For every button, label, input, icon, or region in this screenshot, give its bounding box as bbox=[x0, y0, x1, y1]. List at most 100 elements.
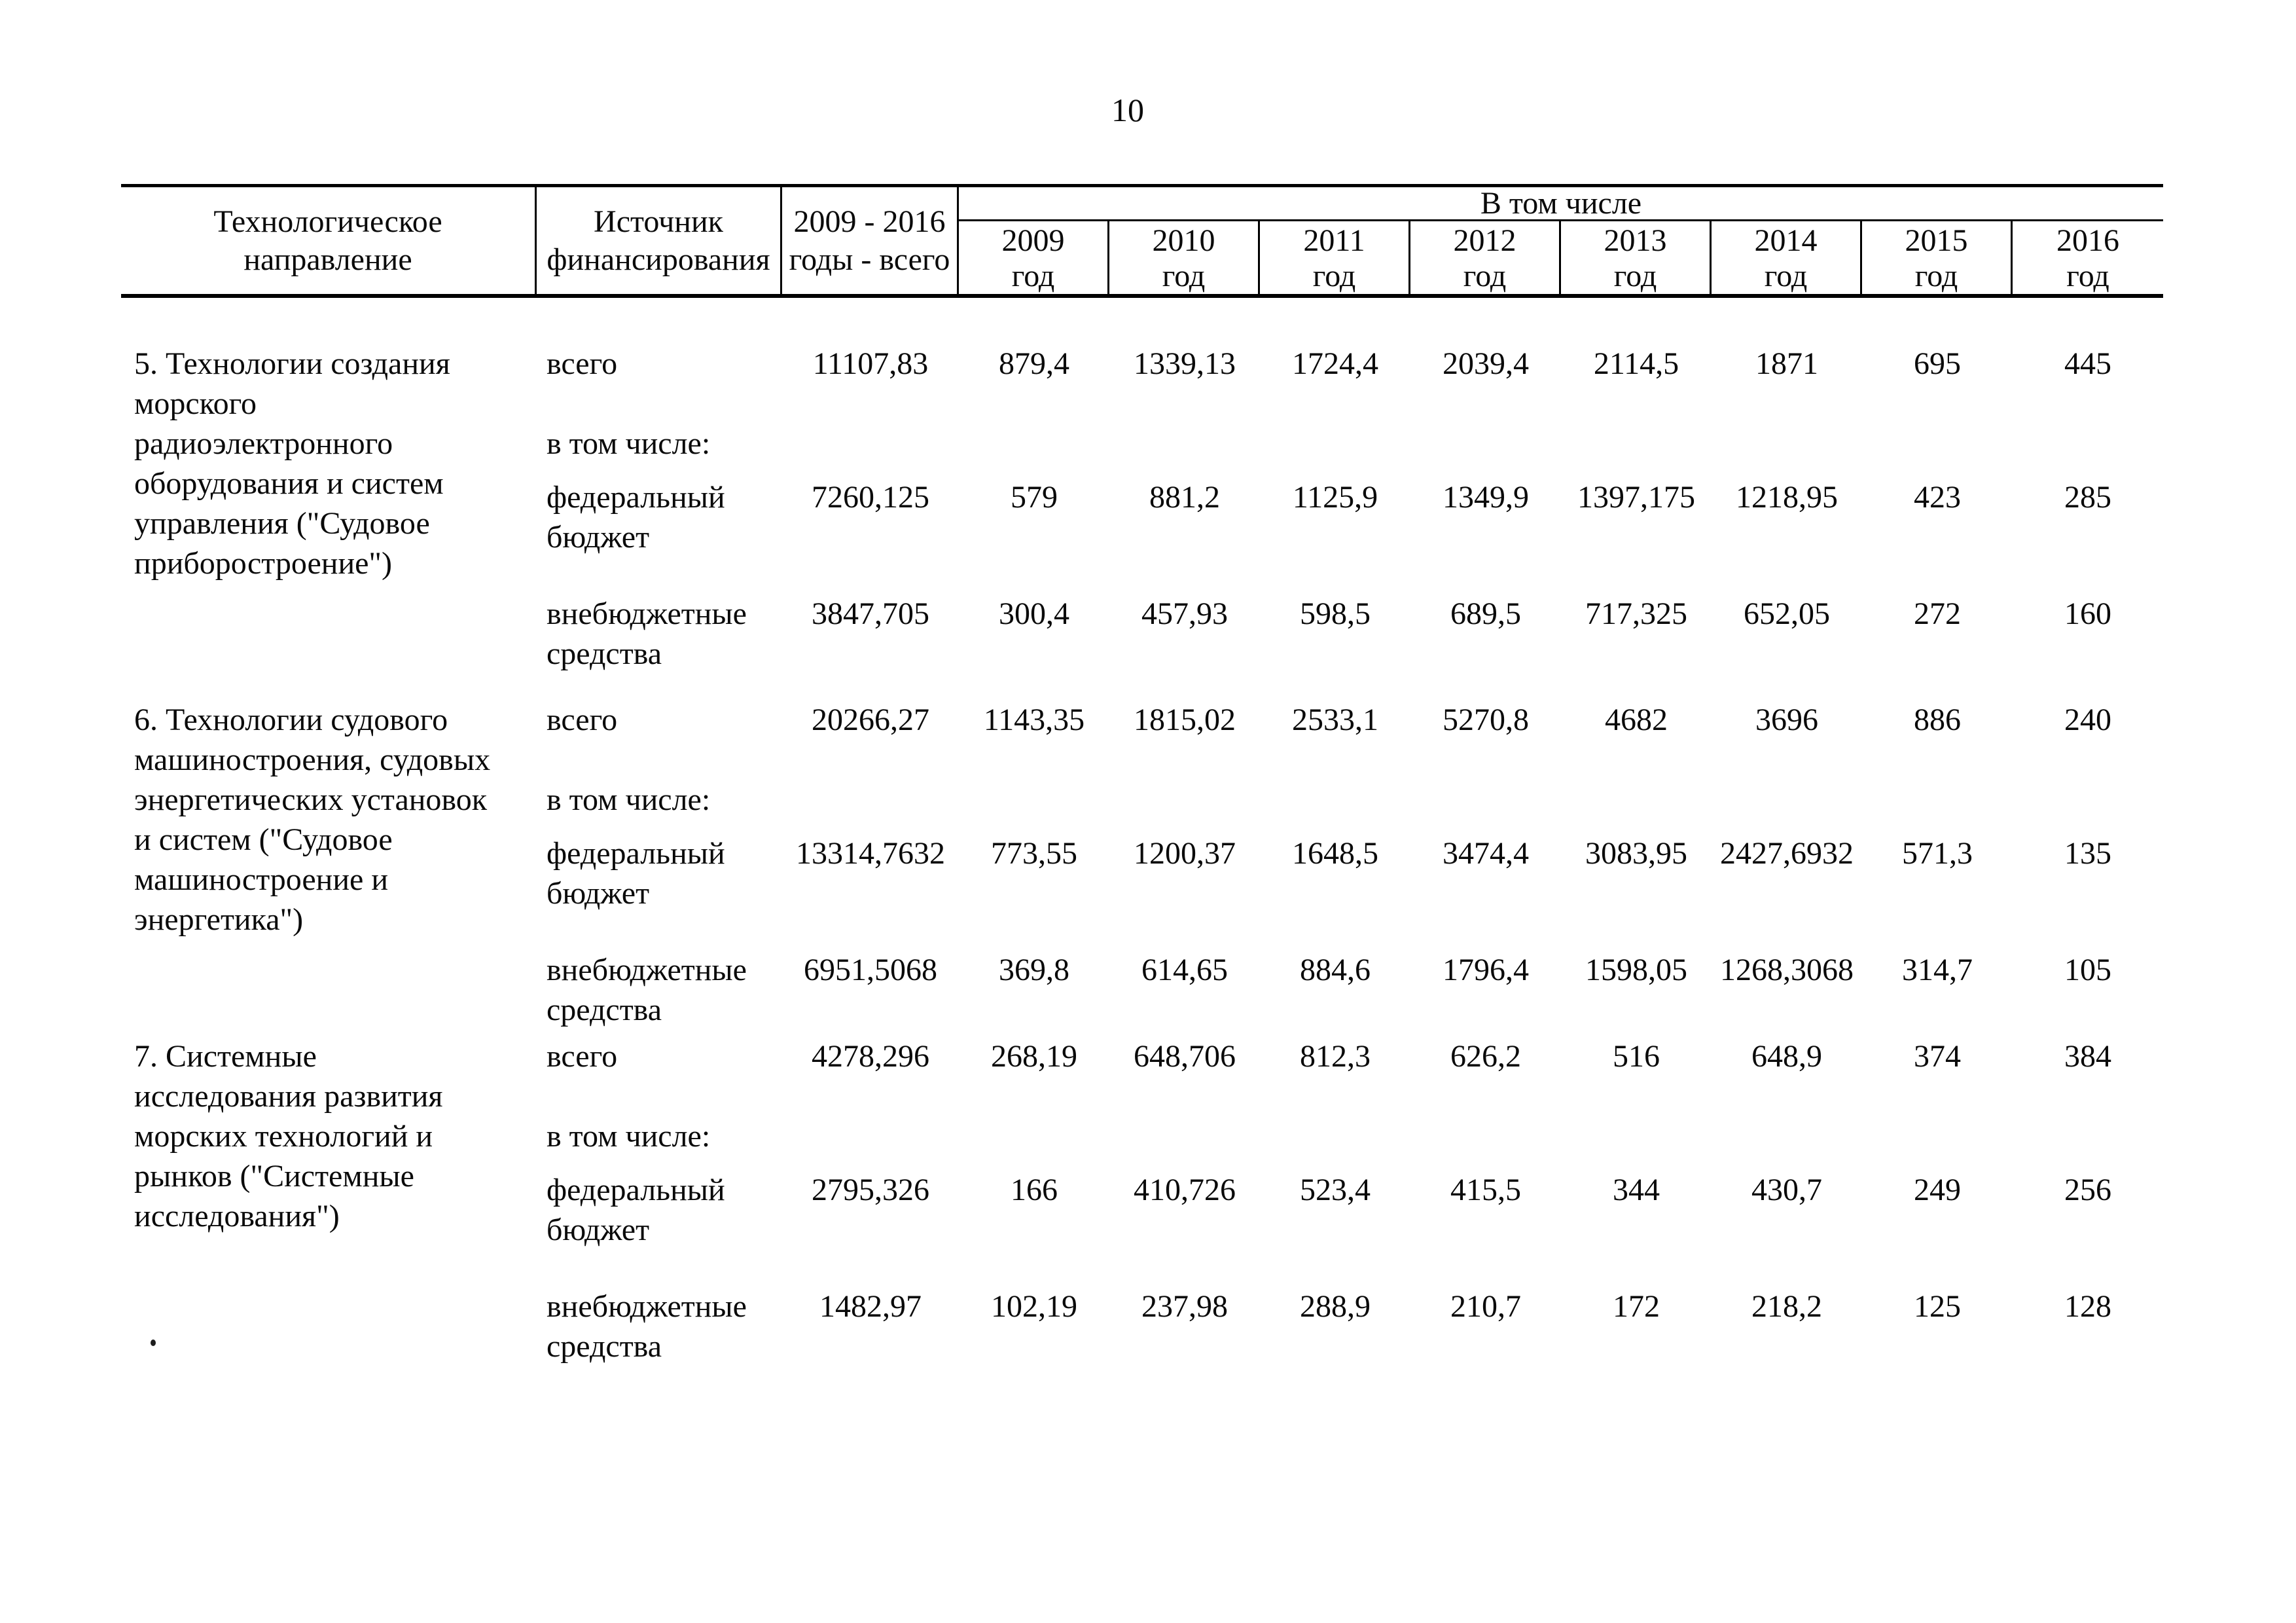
year-value-cell: 415,5 bbox=[1450, 1173, 1521, 1207]
year-value-cell: 457,93 bbox=[1141, 596, 1228, 631]
year-value-cell: 717,325 bbox=[1585, 596, 1687, 631]
year-value-cell: 3474,4 bbox=[1443, 836, 1529, 871]
year-value-cell: 1815,02 bbox=[1134, 702, 1236, 737]
year-value-cell: 285 bbox=[2064, 480, 2111, 515]
header-cell-direction: Технологическое направление bbox=[121, 187, 537, 294]
financing-table: Технологическое направление Источник фин… bbox=[121, 184, 2163, 1366]
year-value-cell: 272 bbox=[1914, 596, 1961, 631]
year-value-cell: 812,3 bbox=[1300, 1039, 1371, 1074]
table-row: федеральный бюджет 7260,125 579 881,2 11… bbox=[121, 477, 2163, 594]
year-value-cell: 237,98 bbox=[1141, 1289, 1228, 1324]
year-value: 2013 bbox=[1604, 223, 1667, 258]
table-block: 7. Системные исследования развития морск… bbox=[121, 1036, 2163, 1366]
year-value-cell: 166 bbox=[1011, 1173, 1058, 1207]
year-header-cell: 2013 год bbox=[1561, 221, 1712, 294]
year-value-cell: 1349,9 bbox=[1443, 480, 1529, 515]
table-row: внебюджетные средства 3847,705 300,4 457… bbox=[121, 594, 2163, 674]
year-value-cell: 5270,8 bbox=[1443, 702, 1529, 737]
year-value-cell: 249 bbox=[1914, 1173, 1961, 1207]
page-number: 10 bbox=[1111, 92, 1144, 128]
total-value-cell: 2795,326 bbox=[812, 1173, 929, 1207]
table-header: Технологическое направление Источник фин… bbox=[121, 184, 2163, 298]
year-value-cell: 1200,37 bbox=[1134, 836, 1236, 871]
year-value-cell: 445 bbox=[2064, 346, 2111, 381]
table-row: федеральный бюджет 2795,326 166 410,726 … bbox=[121, 1170, 2163, 1286]
year-value-cell: 3083,95 bbox=[1585, 836, 1687, 871]
year-value-cell: 579 bbox=[1011, 480, 1058, 515]
year-value-cell: 374 bbox=[1914, 1039, 1961, 1074]
year-value-cell: 268,19 bbox=[991, 1039, 1077, 1074]
year-value-cell: 160 bbox=[2064, 596, 2111, 631]
funding-source-label: федеральный бюджет bbox=[547, 480, 725, 555]
table-row: в том числе: bbox=[121, 424, 2163, 477]
year-value-cell: 1598,05 bbox=[1585, 953, 1687, 987]
year-value-cell: 369,8 bbox=[999, 953, 1069, 987]
year-word: год bbox=[1312, 259, 1356, 293]
table-row: в том числе: bbox=[121, 780, 2163, 833]
year-value-cell: 430,7 bbox=[1751, 1173, 1822, 1207]
header-years-group: В том числе 2009 год 2010 год 2011 год bbox=[959, 187, 2163, 294]
year-word: год bbox=[1764, 259, 1808, 293]
year-value-cell: 2427,6932 bbox=[1720, 836, 1854, 871]
table-row: всего 11107,83 879,4 1339,13 1724,4 2039… bbox=[121, 344, 2163, 424]
year-value-cell: 614,65 bbox=[1141, 953, 1228, 987]
year-value: 2009 bbox=[1001, 223, 1065, 258]
year-value-cell: 773,55 bbox=[991, 836, 1077, 871]
funding-source-label: всего bbox=[547, 1039, 618, 1074]
year-value-cell: 881,2 bbox=[1149, 480, 1220, 515]
direction-cell: 6. Технологии судового машиностроения, с… bbox=[134, 702, 491, 937]
total-value-cell: 4278,296 bbox=[812, 1039, 929, 1074]
funding-source-label: всего bbox=[547, 346, 618, 381]
funding-source-label: федеральный бюджет bbox=[547, 1173, 725, 1247]
year-value-cell: 3696 bbox=[1755, 702, 1818, 737]
year-value-cell: 652,05 bbox=[1744, 596, 1830, 631]
funding-source-label: всего bbox=[547, 702, 618, 737]
funding-source-label: внебюджетные средства bbox=[547, 596, 747, 671]
year-value-cell: 598,5 bbox=[1300, 596, 1371, 631]
year-value-cell: 1143,35 bbox=[983, 702, 1085, 737]
year-value: 2011 bbox=[1303, 223, 1365, 258]
year-word: год bbox=[1914, 259, 1958, 293]
table-row: внебюджетные средства 6951,5068 369,8 61… bbox=[121, 950, 2163, 1030]
year-word: год bbox=[2066, 259, 2109, 293]
including-label: в том числе: bbox=[547, 1119, 711, 1154]
funding-source-label: внебюджетные средства bbox=[547, 1289, 747, 1364]
year-value-cell: 689,5 bbox=[1450, 596, 1521, 631]
year-value: 2012 bbox=[1453, 223, 1516, 258]
year-value-cell: 1871 bbox=[1755, 346, 1818, 381]
year-value-cell: 886 bbox=[1914, 702, 1961, 737]
total-value-cell: 7260,125 bbox=[812, 480, 929, 515]
year-value-cell: 300,4 bbox=[999, 596, 1069, 631]
year-header-cell: 2009 год bbox=[959, 221, 1109, 294]
year-value-cell: 695 bbox=[1914, 346, 1961, 381]
including-label: в том числе: bbox=[547, 426, 711, 461]
year-value-cell: 2533,1 bbox=[1292, 702, 1378, 737]
year-header-cell: 2015 год bbox=[1862, 221, 2013, 294]
year-value-cell: 423 bbox=[1914, 480, 1961, 515]
total-value-cell: 20266,27 bbox=[812, 702, 929, 737]
year-value-cell: 314,7 bbox=[1902, 953, 1973, 987]
year-value-cell: 1339,13 bbox=[1134, 346, 1236, 381]
year-value-cell: 288,9 bbox=[1300, 1289, 1371, 1324]
table-row: всего 20266,27 1143,35 1815,02 2533,1 52… bbox=[121, 700, 2163, 780]
year-value-cell: 105 bbox=[2064, 953, 2111, 987]
year-header-row: 2009 год 2010 год 2011 год 2012 год bbox=[959, 221, 2163, 294]
year-value-cell: 172 bbox=[1613, 1289, 1660, 1324]
table-row: внебюджетные средства 1482,97 102,19 237… bbox=[121, 1286, 2163, 1366]
year-word: год bbox=[1011, 259, 1055, 293]
year-value-cell: 102,19 bbox=[991, 1289, 1077, 1324]
direction-cell: 7. Системные исследования развития морск… bbox=[134, 1039, 443, 1233]
year-value: 2010 bbox=[1152, 223, 1215, 258]
year-value-cell: 240 bbox=[2064, 702, 2111, 737]
year-value-cell: 2114,5 bbox=[1593, 346, 1679, 381]
funding-source-label: федеральный бюджет bbox=[547, 836, 725, 911]
including-label: в том числе: bbox=[547, 782, 711, 817]
year-header-cell: 2010 год bbox=[1109, 221, 1260, 294]
total-value-cell: 6951,5068 bbox=[804, 953, 937, 987]
year-value: 2014 bbox=[1754, 223, 1818, 258]
year-value-cell: 523,4 bbox=[1300, 1173, 1371, 1207]
year-header-cell: 2012 год bbox=[1410, 221, 1561, 294]
year-value: 2016 bbox=[2056, 223, 2119, 258]
year-value-cell: 125 bbox=[1914, 1289, 1961, 1324]
